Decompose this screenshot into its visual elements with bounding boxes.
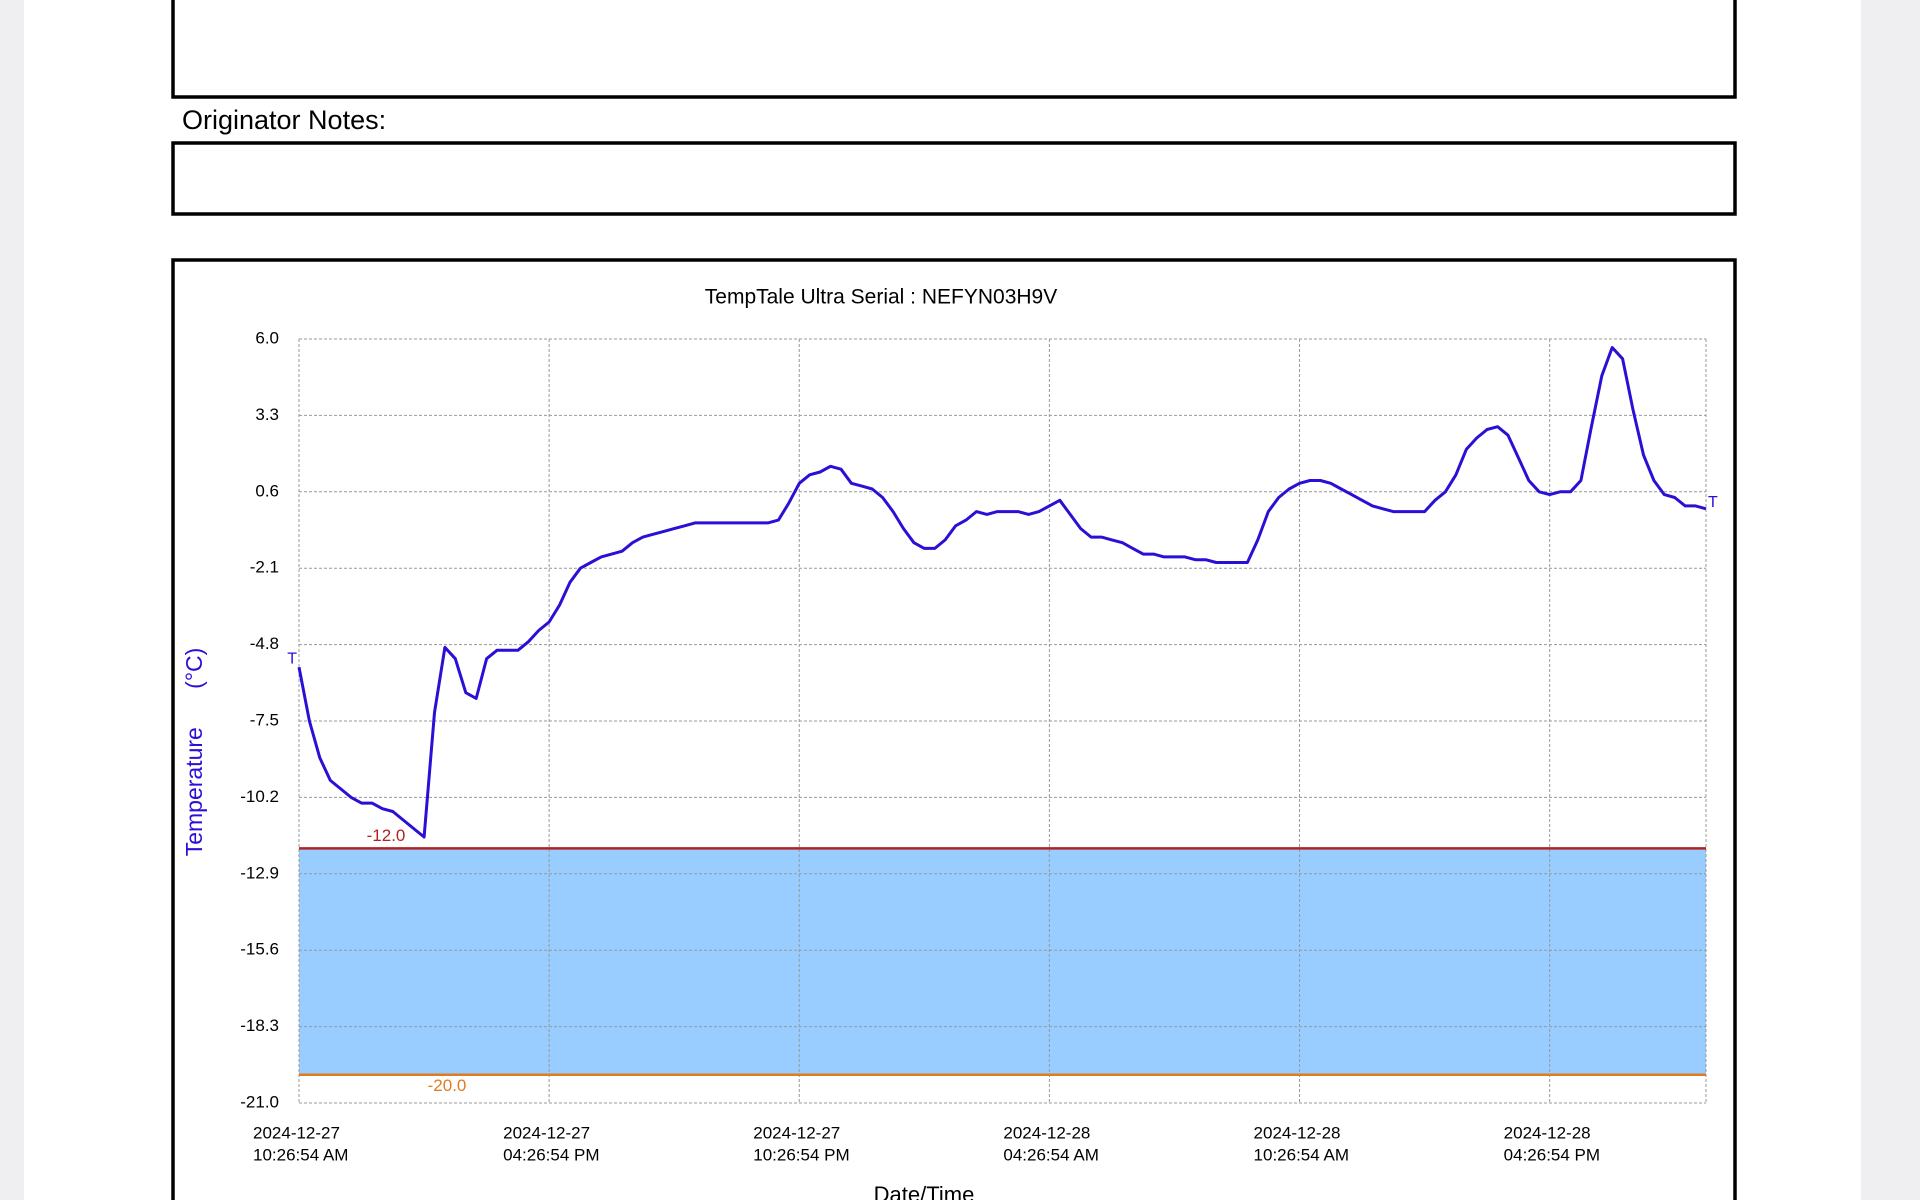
y-tick-label: 6.0	[255, 328, 279, 347]
x-tick-label: 2024-12-27	[503, 1123, 590, 1142]
y-tick-label: -18.3	[240, 1016, 279, 1035]
y-tick-label: -15.6	[240, 940, 279, 959]
y-axis-label: Temperature (°C)	[181, 648, 207, 857]
alarm-band	[299, 848, 1706, 1075]
notes-label: Originator Notes:	[182, 105, 386, 135]
y-tick-label: -7.5	[250, 710, 279, 729]
y-tick-label: 3.3	[255, 405, 279, 424]
chart-frame	[171, 258, 1737, 1200]
end-marker: T	[1708, 494, 1718, 511]
threshold-label: -20.0	[428, 1076, 467, 1095]
notes-box	[171, 141, 1737, 216]
x-tick-label: 10:26:54 AM	[1254, 1145, 1349, 1164]
y-tick-label: -10.2	[240, 787, 279, 806]
x-tick-label: 2024-12-27	[253, 1123, 340, 1142]
y-tick-label: -4.8	[250, 634, 279, 653]
x-tick-label: 10:26:54 AM	[253, 1145, 348, 1164]
x-tick-label: 10:26:54 PM	[753, 1145, 849, 1164]
x-tick-label: 2024-12-28	[1003, 1123, 1090, 1142]
x-axis-label: Date/Time	[874, 1182, 975, 1200]
y-tick-label: 0.6	[255, 481, 279, 500]
x-tick-label: 2024-12-28	[1504, 1123, 1591, 1142]
x-tick-label: 2024-12-28	[1254, 1123, 1341, 1142]
chart-title: TempTale Ultra Serial : NEFYN03H9V	[705, 286, 1057, 309]
y-tick-label: -2.1	[250, 558, 279, 577]
x-tick-label: 04:26:54 PM	[1504, 1145, 1600, 1164]
previous-box	[171, 0, 1737, 99]
x-tick-label: 04:26:54 AM	[1003, 1145, 1098, 1164]
y-tick-label: -12.9	[240, 863, 279, 882]
y-tick-label: -21.0	[240, 1092, 279, 1111]
x-tick-label: 2024-12-27	[753, 1123, 840, 1142]
x-tick-label: 04:26:54 PM	[503, 1145, 599, 1164]
threshold-label: -12.0	[367, 826, 406, 845]
start-marker: T	[287, 650, 297, 667]
temperature-line	[297, 346, 1707, 839]
